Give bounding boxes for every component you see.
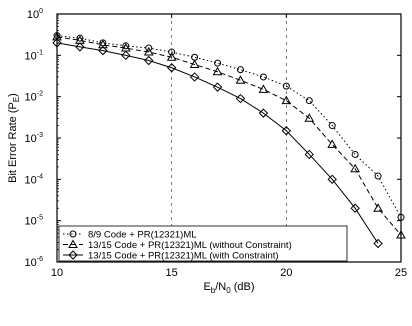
data-point-diamond [121,50,131,61]
y-tick-label: 10-2 [25,91,44,104]
plot-area [56,13,402,263]
data-point-diamond [189,72,200,82]
data-point-triangle [212,66,223,76]
x-tick-label: 10 [51,267,63,279]
data-point-diamond [281,126,292,136]
data-point-triangle [189,59,200,69]
data-point-triangle [396,229,406,239]
x-axis-label: Eb/N0 (dB) [203,281,254,295]
data-point-triangle [258,84,269,93]
data-point-diamond [373,238,383,249]
legend-label: 8/9 Code + PR(12321)ML [88,230,197,241]
legend-label: 13/15 Code + PR(12321)ML (without Constr… [88,240,292,251]
y-tick-label: 10-3 [25,132,44,145]
data-point-diamond [258,108,269,118]
series-lines [56,35,402,244]
data-point-diamond [235,93,246,104]
series-line-triangle [56,36,402,236]
y-tick-label: 10-6 [25,256,44,269]
y-tick-label: 10-5 [25,215,44,228]
data-point-circle [214,59,222,67]
data-point-triangle [52,31,62,41]
data-point-diamond [144,55,154,66]
data-point-diamond [75,42,85,52]
data-point-triangle [166,52,177,61]
y-tick-label: 10-4 [25,173,44,186]
legend-marker-triangle [68,239,78,248]
y-tick-label: 100 [27,8,43,21]
series-line-diamond [56,42,379,244]
data-point-diamond [52,38,62,48]
data-point-circle [122,42,130,50]
data-point-circle [328,122,336,130]
data-point-circle [374,172,382,180]
data-point-circle [168,48,176,56]
data-point-circle [351,150,359,158]
data-point-triangle [350,163,360,173]
data-point-triangle [304,113,315,122]
data-point-circle [259,73,267,81]
x-tick-label: 20 [280,267,292,279]
data-point-diamond [98,45,108,56]
x-tick-label: 25 [395,267,407,279]
legend-marker-circle [69,230,77,238]
data-point-triangle [98,39,108,49]
legend-box [58,225,348,262]
y-axis-ticks: 100 10-1 10-2 10-3 10-4 10-5 10-6 [25,8,401,269]
data-point-triangle [281,95,292,105]
data-point-triangle [143,47,154,56]
data-point-diamond [212,82,223,92]
x-tick-label: 15 [166,267,178,279]
data-point-triangle [327,139,338,148]
data-point-circle [236,66,244,74]
data-point-triangle [235,75,246,84]
y-axis-label: Bit Error Rate (PE) [7,93,21,183]
data-point-diamond [350,203,360,213]
y-tick-label: 10-1 [25,49,44,62]
data-point-diamond [166,63,177,73]
x-axis-ticks: 10 15 20 25 [51,14,407,279]
data-point-circle [145,44,153,52]
data-point-triangle [373,203,383,212]
data-point-diamond [304,149,314,160]
data-point-circle [76,34,84,42]
legend-label: 13/15 Code + PR(12321)ML (with Constrain… [88,251,279,262]
data-point-circle [305,97,313,105]
data-point-circle [282,82,290,90]
data-point-diamond [327,174,337,185]
legend-marker-diamond [68,250,78,260]
